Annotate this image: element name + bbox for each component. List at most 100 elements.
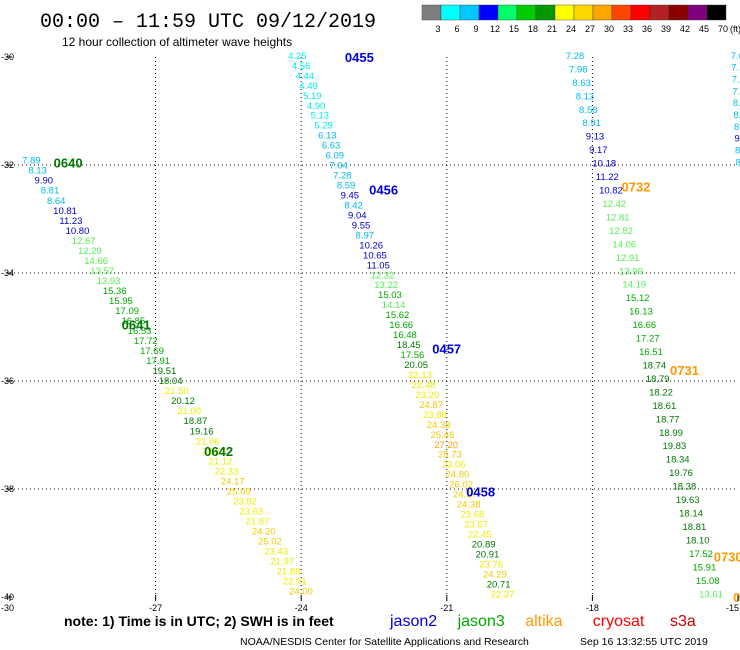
swh-value: 15.62 [386,310,410,321]
pass-label: 0732 [622,180,651,195]
swh-value: 15.12 [626,293,650,304]
swh-value: 27.20 [434,440,458,451]
swh-value: 8.40 [735,145,740,156]
swh-value: 15.36 [103,286,127,297]
swh-value: 12.67 [72,236,96,247]
swh-value: 22.33 [215,466,239,477]
colorbar-label: 18 [528,24,538,34]
swh-value: 9.13 [586,132,605,143]
swh-value: 18.87 [184,416,208,427]
swh-value: 10.81 [53,206,77,217]
footer-note: note: 1) Time is in UTC; 2) SWH is in fe… [64,613,334,629]
swh-value: 20.91 [475,549,499,560]
swh-value: 19.83 [662,441,686,452]
colorbar-label: 27 [585,24,595,34]
pass-label: 0455 [345,50,374,65]
swh-value: 23.82 [233,496,257,507]
swh-value: 12.29 [78,246,102,257]
swh-value: 18.81 [682,522,706,533]
colorbar-swatch [440,4,461,21]
colorbar-swatch [687,4,708,21]
swh-value: 7.89 [22,156,40,167]
swh-value: 19.51 [152,366,176,377]
swh-value: 8.10 [733,98,740,109]
swh-value: 17.91 [146,356,170,367]
swh-value: 14.14 [382,300,406,311]
footer-timestamp: Sep 16 13:32:55 UTC 2019 [580,636,708,648]
swh-value: 11.05 [367,260,390,271]
swh-value: 24.97 [453,490,477,501]
swh-value: 18.99 [659,428,683,439]
colorbar: 3 6 9 12 15 18 21 24 27 30 33 36 39 42 45 70 (ft) [421,4,740,34]
swh-value: 13.93 [97,276,121,287]
swh-value: 17.56 [401,350,425,361]
swh-value: 9.90 [35,176,54,187]
swh-value: 23.67 [202,446,226,457]
swh-value: 23.68 [460,510,484,521]
colorbar-label: 39 [661,24,671,34]
swh-value: 10.82 [599,186,623,197]
satellite-legend-item: s3a [670,613,696,630]
swh-value: 8.13 [28,166,47,177]
swh-value: 20.05 [404,360,428,371]
colorbar-label: 70 [718,24,728,34]
swh-value: 7.28 [333,171,352,182]
swh-value: 7.40 [732,75,740,86]
swh-value: 23.43 [264,547,288,558]
swh-value: 21.00 [177,406,201,417]
swh-value: 25.09 [227,486,251,497]
swh-value: 18.10 [686,535,710,546]
swh-value: 8.59 [337,181,356,192]
swh-value: 21.50 [165,386,189,397]
swh-value: 24.29 [483,569,507,580]
swh-value: 21.87 [246,516,270,527]
swh-value: 24.38 [457,500,481,511]
swh-value: 16.85 [121,316,145,327]
swh-value: 16.13 [629,307,653,318]
swh-value: 18.74 [642,360,666,371]
swh-value: 13.61 [699,589,723,600]
swh-value: 21.12 [208,456,232,467]
swh-value: 8.50 [734,122,740,133]
swh-value: 16.66 [389,320,413,331]
swh-value: 8.42 [344,200,363,211]
y-tick-label: -34 [1,268,14,278]
swh-value: 25.02 [258,536,282,547]
swh-value: 5.19 [303,91,322,102]
swh-value: 21.06 [196,436,220,447]
y-tick-label: -32 [1,160,14,170]
colorbar-swatch [611,4,632,21]
colorbar-label: 42 [680,24,690,34]
colorbar-label: 45 [699,24,709,34]
colorbar-swatch [459,4,480,21]
swh-value: 23.86 [423,410,447,421]
grid [10,57,738,597]
swh-value: 15.03 [378,290,402,301]
colorbar-swatch [478,4,499,21]
swh-value: 24.87 [419,400,443,411]
swh-value: 23.76 [479,559,503,570]
swh-value: 20.71 [487,579,511,590]
pass-label: 0730 [714,550,740,565]
colorbar-swatch [592,4,613,21]
swh-value: 4.49 [299,81,318,92]
swh-value: 21.97 [270,557,294,568]
swh-value: 20.12 [171,396,195,407]
swh-value: 9.55 [352,220,371,231]
swh-value: 5.13 [311,111,330,122]
swh-value: 9.17 [589,145,608,156]
swh-value: 6.09 [326,151,345,162]
swh-value: 16.66 [632,320,656,331]
swh-value: 14.66 [84,256,108,267]
x-tick-label: -15 [726,603,739,613]
swh-value: 8.91 [582,118,601,129]
pass-label: 0457 [432,342,461,357]
swh-value: 4.56 [292,61,311,72]
swh-value: 18.14 [679,509,703,520]
x-tick-label: -21 [440,603,453,613]
footer-credit: NOAA/NESDIS Center for Satellite Applica… [240,636,529,648]
colorbar-unit: (ft) [730,24,740,34]
swh-value: 17.72 [134,336,158,347]
colorbar-swatch [516,4,537,21]
